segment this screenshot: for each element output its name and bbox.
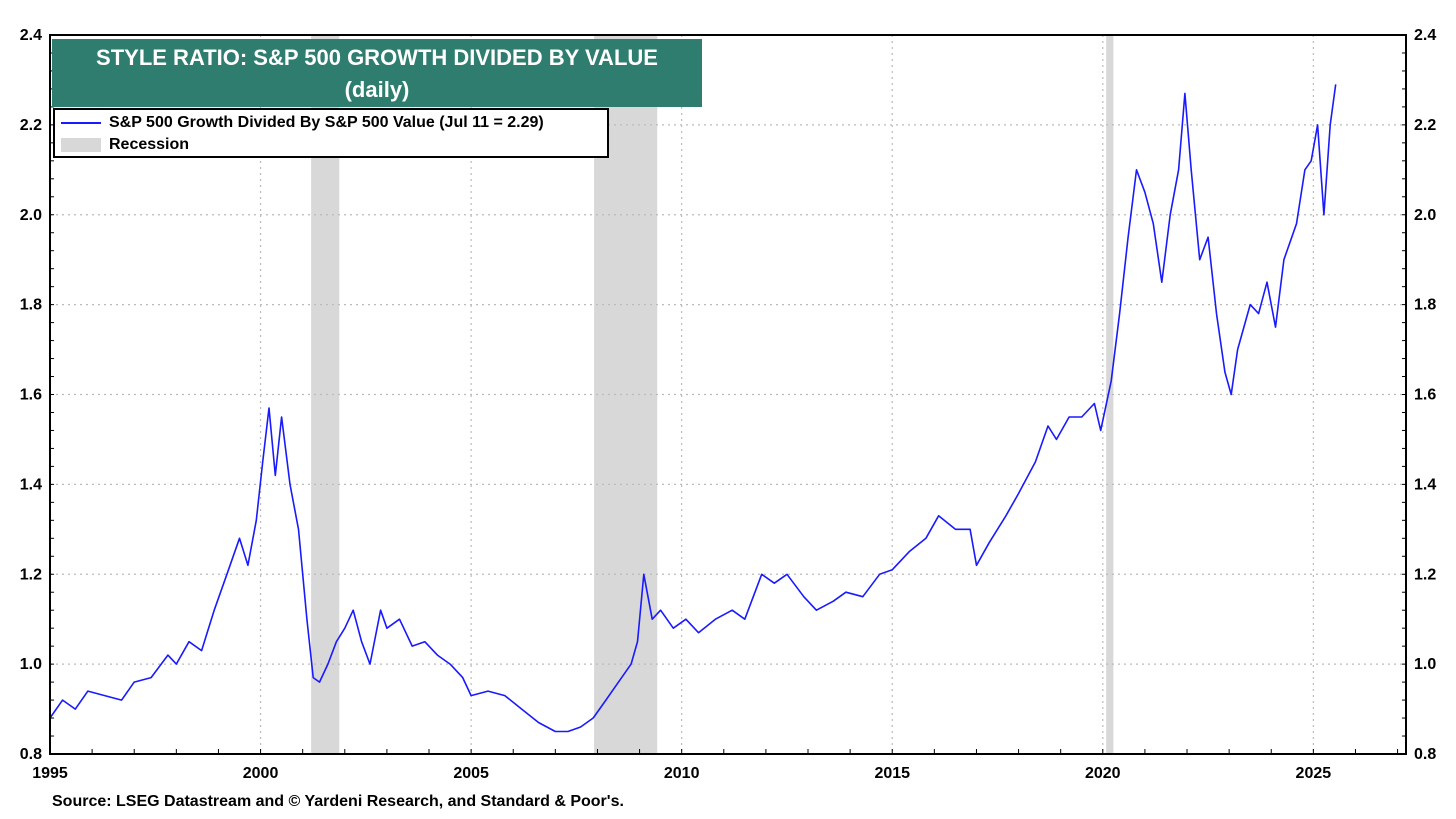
x-tick-label: 2015 xyxy=(874,765,910,782)
legend-recession-label: Recession xyxy=(109,136,190,153)
y-tick-label-right: 1.6 xyxy=(1414,387,1436,404)
y-tick-label-left: 1.4 xyxy=(20,476,42,493)
x-tick-label: 1995 xyxy=(32,765,68,782)
grid xyxy=(50,35,1406,754)
axes: 0.8 0.8 1.0 1.0 1.2 1.2 1.4 1.4 1.6 1.6 1.8 1.8 2.0 2… xyxy=(20,27,1437,782)
y-tick-label-right: 2.4 xyxy=(1414,27,1436,44)
y-tick-label-right: 1.4 xyxy=(1414,476,1436,493)
y-tick-label-left: 0.8 xyxy=(20,746,42,763)
y-tick-label-left: 2.0 xyxy=(20,207,42,224)
chart-subtitle: (daily) xyxy=(344,77,410,102)
y-tick-label-right: 2.2 xyxy=(1414,117,1436,134)
y-tick-label-left: 1.0 xyxy=(20,656,42,673)
y-tick-label-right: 1.2 xyxy=(1414,566,1436,583)
legend-series-label: S&P 500 Growth Divided By S&P 500 Value … xyxy=(109,114,544,131)
y-tick-label-left: 2.2 xyxy=(20,117,42,134)
y-tick-label-right: 2.0 xyxy=(1414,207,1436,224)
y-tick-label-left: 1.2 xyxy=(20,566,42,583)
series-line xyxy=(49,84,1337,733)
y-tick-label-left: 1.8 xyxy=(20,297,42,314)
legend: S&P 500 Growth Divided By S&P 500 Value … xyxy=(53,108,609,158)
chart-title-box: STYLE RATIO: S&P 500 GROWTH DIVIDED BY V… xyxy=(52,39,702,107)
y-tick-label-left: 1.6 xyxy=(20,387,42,404)
legend-item-recession: Recession xyxy=(61,135,189,155)
legend-item-series: S&P 500 Growth Divided By S&P 500 Value … xyxy=(61,113,544,133)
recession-band xyxy=(1106,35,1114,754)
x-tick-label: 2005 xyxy=(453,765,489,782)
x-tick-label: 2020 xyxy=(1085,765,1121,782)
x-tick-label: 2010 xyxy=(664,765,700,782)
chart-title: STYLE RATIO: S&P 500 GROWTH DIVIDED BY V… xyxy=(96,45,658,70)
legend-recession-swatch xyxy=(61,138,101,152)
y-tick-label-left: 2.4 xyxy=(20,27,42,44)
x-tick-label: 2025 xyxy=(1296,765,1332,782)
y-tick-label-right: 1.8 xyxy=(1414,297,1436,314)
legend-line-swatch xyxy=(61,122,101,124)
source-note: Source: LSEG Datastream and © Yardeni Re… xyxy=(52,793,624,810)
y-tick-label-right: 1.0 xyxy=(1414,656,1436,673)
x-tick-label: 2000 xyxy=(243,765,279,782)
y-tick-label-right: 0.8 xyxy=(1414,746,1436,763)
series-layer xyxy=(49,84,1337,733)
